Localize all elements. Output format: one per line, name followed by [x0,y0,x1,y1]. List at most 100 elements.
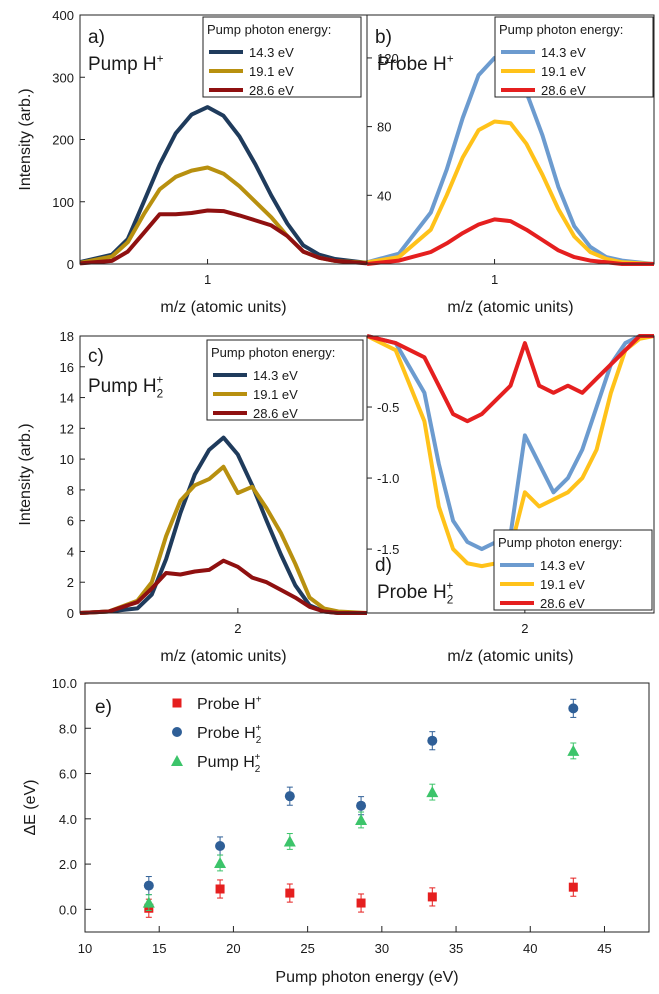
y-tick-label: 400 [52,8,74,23]
series-line-0 [79,105,368,265]
series-line-2 [366,334,654,424]
y-tick-label: 6.0 [59,767,77,782]
x-tick-label: 2 [234,621,241,636]
panel-b: 40 80 120 1 m/z (atomic units) b) Pump photon … [366,14,655,316]
series-line-1 [79,165,368,265]
data-point-circle [356,800,367,811]
panel-label: d) [375,555,392,576]
data-point-triangle [214,856,227,868]
data-point-square [215,884,225,894]
data-point-triangle [355,813,368,825]
panel-label: b) [375,27,392,48]
legend-label: 19.1 eV [541,64,586,79]
y-tick-label: 2.0 [59,857,77,872]
legend-label: 14.3 eV [541,45,586,60]
legend-label: 14.3 eV [253,368,298,383]
legend-title: Pump photon energy: [498,535,622,550]
y-tick-label: 16 [60,360,74,375]
x-tick-label: 10 [78,941,92,956]
x-axis-label: m/z (atomic units) [160,648,286,665]
x-tick-label: 30 [375,941,389,956]
y-tick-label: 10 [60,452,74,467]
y-tick-label: 8 [67,483,74,498]
legend-label: Pump H2+ [197,752,261,775]
x-axis-label: m/z (atomic units) [447,299,573,316]
data-point-circle [427,735,438,746]
plot-frame [366,14,655,265]
y-tick-label: 14 [60,391,74,406]
data-point-triangle [142,896,155,908]
plot-frame [366,335,655,614]
panel-label: a) [88,27,105,48]
y-axis-label: ΔE (eV) [22,779,39,835]
x-tick-label: 1 [491,272,498,287]
panel-e: 10 15 20 25 30 35 40 45 0.0 2.0 4.0 6.0 8.0 10.0 Pump … [22,676,650,986]
data-point-triangle [283,835,296,847]
series-line-2 [79,208,368,266]
y-tick-label: 0.0 [59,902,77,917]
data-point-triangle [567,744,580,756]
legend-box [202,16,362,98]
data-point-circle [284,791,295,802]
legend-label: 28.6 eV [540,596,585,611]
panel-label: c) [88,346,104,367]
x-tick-label: 45 [597,941,611,956]
y-tick-label: -1.0 [377,471,399,486]
y-axis-label: Intensity (arb.) [17,88,34,190]
x-tick-label: 2 [521,621,528,636]
data-point-square [285,888,295,898]
y-axis-label: Intensity (arb.) [17,423,34,525]
legend-label: 19.1 eV [253,387,298,402]
legend-title: Pump photon energy: [207,22,331,37]
data-point-circle [568,703,579,714]
legend-title: Pump photon energy: [211,345,335,360]
y-tick-label: 80 [377,120,391,135]
x-tick-label: 1 [204,272,211,287]
species-annotation: Probe H2+ [377,579,453,606]
legend-label: 19.1 eV [540,577,585,592]
y-tick-label: 12 [60,421,74,436]
y-tick-label: 4.0 [59,812,77,827]
series-line-2 [79,558,367,615]
species-annotation: Pump H+ [88,52,164,75]
legend-title: Pump photon energy: [499,22,623,37]
y-tick-label: -0.5 [377,400,399,415]
series-line-0 [79,435,367,615]
y-tick-label: 8.0 [59,721,77,736]
x-tick-label: 15 [152,941,166,956]
y-tick-label: 0 [67,606,74,621]
panel-d: -1.5 -1.0 -0.5 2 m/z (atomic units) d) Pump ph… [366,334,655,665]
panel-c: 0 2 4 6 8 10 12 14 16 18 2 m/z (atomic units) Intens… [17,329,368,665]
legend-label: 28.6 eV [253,406,298,421]
x-tick-label: 40 [523,941,537,956]
y-tick-label: 10.0 [52,676,77,691]
legend-label: 19.1 eV [249,64,294,79]
y-tick-label: 6 [67,514,74,529]
legend-box [206,339,364,421]
x-axis-label: Pump photon energy (eV) [275,969,458,986]
y-tick-label: 40 [377,188,391,203]
data-point-circle [143,880,154,891]
legend-label: Probe H+ [197,695,262,713]
legend-marker [172,698,182,708]
legend-label: Probe H2+ [197,723,262,746]
y-tick-label: 120 [377,51,399,66]
y-tick-label: 2 [67,575,74,590]
x-axis-label: m/z (atomic units) [447,648,573,665]
series-line-1 [366,334,655,569]
data-point-square [568,882,578,892]
legend-box [493,529,653,611]
data-point-square [356,898,366,908]
y-tick-label: 4 [67,544,74,559]
series-line-1 [366,119,655,266]
data-point-circle [215,840,226,851]
series-line-0 [366,334,654,552]
y-tick-label: 200 [52,133,74,148]
x-tick-label: 35 [449,941,463,956]
series-line-1 [79,464,368,615]
data-point-triangle [426,786,439,798]
species-annotation: Probe H+ [377,52,454,75]
legend-label: 28.6 eV [541,83,586,98]
panel-a: 0 100 200 300 400 1 m/z (atomic units) Intensit… [17,8,368,316]
